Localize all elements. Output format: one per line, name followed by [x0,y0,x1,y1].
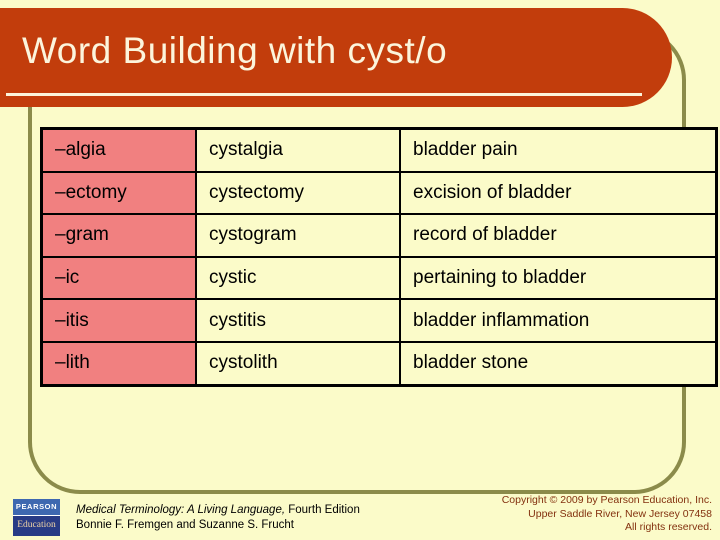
term-cell: cystogram [195,213,401,258]
copyright-line-1: Copyright © 2009 by Pearson Education, I… [501,494,712,506]
term-cell: cystolith [195,340,401,387]
definition-cell: bladder stone [399,340,718,387]
page-title: Word Building with cyst/o [22,30,448,71]
book-citation: Medical Terminology: A Living Language, … [76,503,360,532]
copyright-line-2: Upper Saddle River, New Jersey 07458 [528,507,712,520]
suffix-cell: –ectomy [40,170,197,216]
table-row: –lith cystolith bladder stone [40,340,718,387]
suffix-cell: –lith [40,340,197,387]
table-row: –gram cystogram record of bladder [40,213,718,258]
pearson-logo-wordmark: PEARSON [13,499,60,516]
book-edition: Fourth Edition [285,504,360,516]
title-underline [6,93,642,96]
definition-cell: bladder inflammation [399,298,718,343]
suffix-cell: –ic [40,255,197,301]
title-bar: Word Building with cyst/o [0,8,672,107]
suffix-cell: –gram [40,213,197,258]
definition-cell: excision of bladder [399,170,718,216]
table-row: –algia cystalgia bladder pain [40,127,718,173]
definition-cell: pertaining to bladder [399,255,718,301]
term-cell: cystitis [195,298,401,343]
definition-cell: bladder pain [399,127,718,173]
copyright-line-3: All rights reserved. [625,521,712,533]
definition-cell: record of bladder [399,213,718,258]
citation-authors: Bonnie F. Fremgen and Suzanne S. Frucht [76,518,294,531]
term-cell: cystectomy [195,170,401,216]
word-building-table: –algia cystalgia bladder pain –ectomy cy… [40,127,718,387]
citation-line-1: Medical Terminology: A Living Language, … [76,503,360,518]
suffix-cell: –itis [40,298,197,343]
term-cell: cystalgia [195,127,401,173]
table-row: –ectomy cystectomy excision of bladder [40,170,718,216]
term-cell: cystic [195,255,401,301]
book-title: Medical Terminology: A Living Language, [76,504,286,516]
pearson-logo-education: Education [13,516,60,536]
suffix-cell: –algia [40,127,197,173]
copyright-notice: Copyright © 2009 by Pearson Education, I… [502,494,712,535]
pearson-education-logo: PEARSON Education [13,499,60,536]
table-row: –ic cystic pertaining to bladder [40,255,718,301]
table-row: –itis cystitis bladder inflammation [40,298,718,343]
